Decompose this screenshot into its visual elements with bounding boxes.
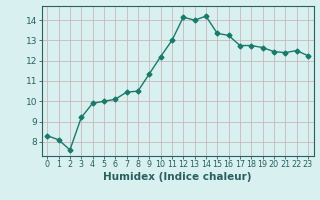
X-axis label: Humidex (Indice chaleur): Humidex (Indice chaleur) [103, 172, 252, 182]
